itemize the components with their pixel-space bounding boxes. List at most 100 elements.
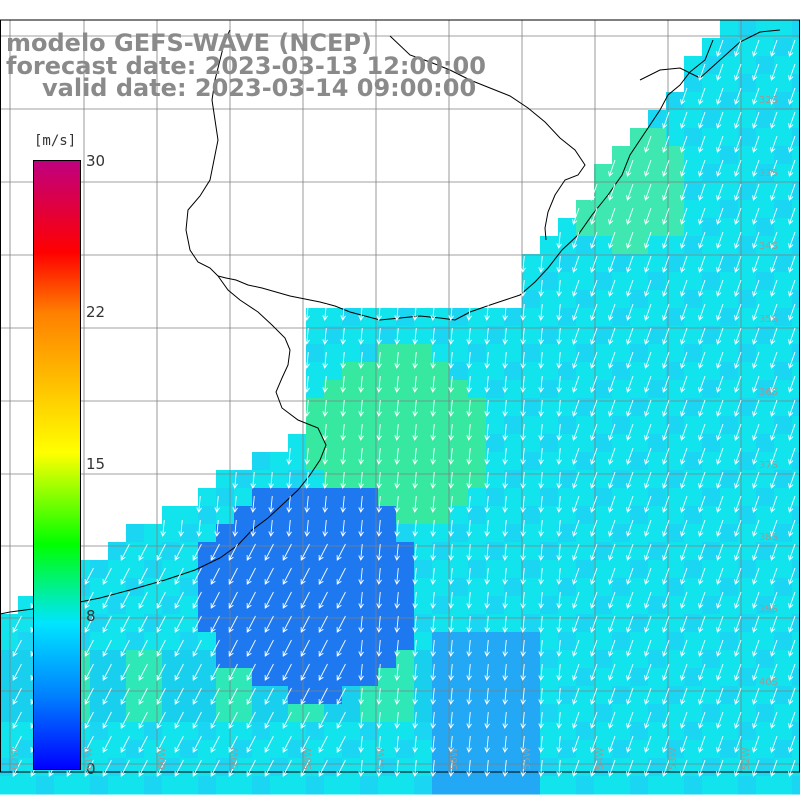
wind-arrow — [770, 495, 778, 513]
wind-cell — [630, 308, 649, 327]
wind-arrow — [572, 591, 580, 609]
wind-cell — [504, 722, 523, 741]
wind-arrow — [734, 327, 742, 345]
wind-arrow — [770, 255, 778, 273]
wind-cell — [756, 182, 775, 201]
wind-cell — [234, 542, 253, 561]
wind-cell — [684, 56, 703, 75]
wind-arrow — [336, 711, 346, 729]
wind-cell — [234, 614, 253, 633]
wind-arrow — [662, 327, 670, 345]
wind-arrow — [662, 447, 670, 465]
wind-cell — [558, 506, 577, 525]
wind-arrow — [412, 495, 418, 513]
wind-cell — [594, 776, 613, 795]
wind-arrow — [120, 735, 130, 753]
wind-arrow — [318, 759, 328, 777]
wind-arrow — [538, 303, 544, 321]
wind-cell — [162, 542, 181, 561]
wind-cell — [306, 668, 325, 687]
wind-arrow — [484, 543, 490, 561]
wind-cell — [324, 416, 343, 435]
wind-arrow — [572, 279, 580, 297]
wind-cell — [270, 452, 289, 471]
wind-cell — [432, 488, 451, 507]
wind-cell — [486, 470, 505, 489]
wind-arrow — [484, 663, 490, 681]
wind-cell — [684, 578, 703, 597]
wind-arrow — [698, 423, 706, 441]
wind-cell — [594, 236, 613, 255]
wind-arrow — [608, 759, 616, 777]
wind-cell — [414, 488, 433, 507]
wind-arrow — [12, 735, 22, 753]
wind-cell — [324, 524, 343, 543]
wind-cell — [648, 182, 667, 201]
wind-cell — [342, 740, 361, 759]
wind-arrow — [716, 303, 724, 321]
wind-cell — [756, 614, 775, 633]
wind-cell — [774, 110, 793, 129]
wind-arrow — [680, 543, 688, 561]
wind-arrow — [662, 735, 670, 753]
wind-cell — [702, 164, 721, 183]
wind-arrow — [430, 471, 436, 489]
wind-arrow — [680, 399, 688, 417]
wind-cell — [468, 776, 487, 795]
wind-arrow — [318, 543, 328, 561]
wind-arrow — [590, 543, 598, 561]
wind-cell — [522, 650, 541, 669]
wind-cell — [252, 524, 271, 543]
wind-arrow — [520, 279, 526, 297]
wind-cell — [378, 650, 397, 669]
wind-arrow — [716, 255, 724, 273]
argentina-coast — [0, 275, 327, 615]
wind-cell — [0, 686, 19, 705]
wind-arrow — [412, 471, 418, 489]
wind-cell — [666, 218, 685, 237]
wind-cell — [216, 470, 235, 489]
wind-cell — [648, 704, 667, 723]
wind-cell — [792, 272, 800, 291]
wind-cell — [324, 398, 343, 417]
wind-cell — [414, 452, 433, 471]
wind-cell — [630, 200, 649, 219]
wind-cell — [432, 308, 451, 327]
wind-cell — [162, 506, 181, 525]
wind-arrow — [376, 735, 382, 753]
wind-cell — [576, 740, 595, 759]
wind-arrow — [268, 495, 274, 513]
wind-arrow — [556, 375, 562, 393]
wind-arrow — [608, 495, 616, 513]
wind-arrow — [698, 231, 706, 249]
wind-cell — [666, 290, 685, 309]
wind-arrow — [680, 111, 688, 129]
wind-arrow — [322, 471, 328, 489]
wind-cell — [450, 668, 469, 687]
wind-cell — [540, 668, 559, 687]
wind-cell — [306, 506, 325, 525]
wind-cell — [306, 632, 325, 651]
wind-arrow — [538, 567, 544, 585]
wind-cell — [774, 704, 793, 723]
wind-cell — [720, 218, 739, 237]
wind-arrow — [538, 519, 544, 537]
wind-arrow — [752, 711, 760, 729]
wind-arrow — [770, 543, 778, 561]
wind-cell — [432, 326, 451, 345]
wind-cell — [738, 74, 757, 93]
wind-cell — [18, 632, 37, 651]
wind-cell — [738, 434, 757, 453]
wind-arrow — [412, 711, 418, 729]
wind-arrow — [318, 639, 328, 657]
wind-arrow — [608, 375, 616, 393]
wind-cell — [108, 668, 127, 687]
wind-arrow — [246, 663, 256, 681]
lat-label: 40S — [758, 677, 778, 688]
wind-cell — [378, 524, 397, 543]
wind-arrow — [228, 711, 238, 729]
wind-arrow — [502, 543, 508, 561]
wind-cell — [396, 470, 415, 489]
wind-arrow — [340, 303, 346, 321]
wind-cell — [702, 344, 721, 363]
